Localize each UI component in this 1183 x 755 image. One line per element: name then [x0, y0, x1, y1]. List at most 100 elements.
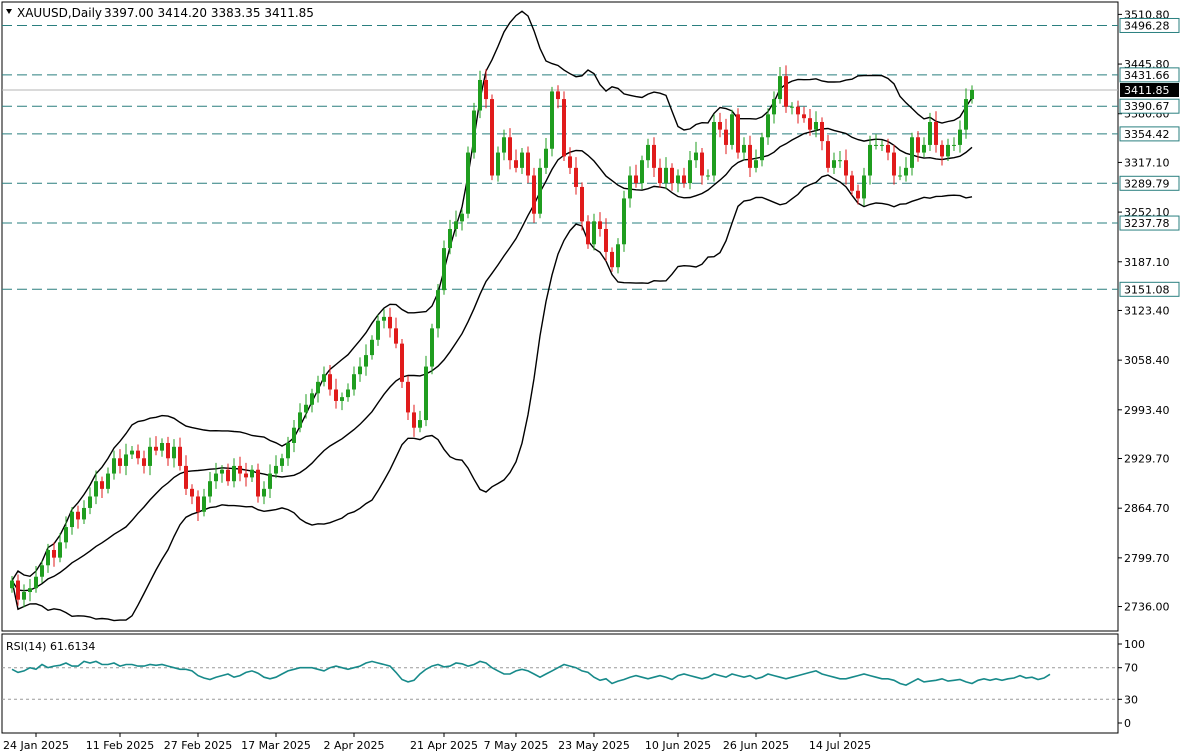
candle-body [970, 90, 974, 100]
candle-body [652, 144, 656, 168]
level-price-tag [1119, 281, 1180, 297]
candle-body [802, 114, 806, 119]
candle-body [64, 527, 68, 543]
candle-body [340, 397, 344, 401]
candle-body [670, 167, 674, 184]
candle-body [370, 339, 374, 356]
current-price-tag [1120, 83, 1179, 98]
candle-body [94, 481, 98, 497]
level-price-tag [1119, 126, 1180, 142]
candle-body [358, 366, 362, 375]
date-axis-label: 11 Feb 2025 [86, 739, 154, 752]
bollinger-lower-band [11, 174, 973, 622]
price-axis-label: 2736.00 [1124, 601, 1170, 614]
candle-body [778, 76, 782, 100]
level-price-tag [1119, 17, 1180, 33]
level-price-label: 3390.67 [1124, 100, 1170, 113]
date-axis-label: 23 May 2025 [558, 739, 630, 752]
candle-body [496, 152, 500, 176]
candle-body [694, 152, 698, 161]
candle-body [790, 106, 794, 108]
candle-body [676, 175, 680, 184]
candle-body [682, 175, 686, 184]
candle-body [598, 221, 602, 229]
candle-body [964, 99, 968, 130]
candle-body [820, 121, 824, 142]
main-chart-frame [1, 1, 1119, 632]
candle-body [892, 152, 896, 176]
candle-body [352, 374, 356, 390]
candle-body [568, 156, 572, 168]
candle-body [232, 465, 236, 482]
date-axis-label: 10 Jun 2025 [645, 739, 711, 752]
level-price-tag [1119, 67, 1180, 83]
candle-body [874, 144, 878, 146]
candle-body [634, 175, 638, 184]
candle-body [22, 592, 26, 600]
candle-body [454, 221, 458, 229]
candle-body [814, 121, 818, 130]
rsi-panel-frame [1, 633, 1119, 734]
price-axis-label: 2799.70 [1124, 552, 1170, 565]
candle-body [214, 473, 218, 482]
candle-body [880, 144, 884, 146]
candle-body [166, 442, 170, 459]
triangle-down-icon[interactable] [6, 9, 12, 14]
price-axis-label: 2993.40 [1124, 404, 1170, 417]
candle-body [40, 565, 44, 577]
candle-body [556, 91, 560, 100]
candle-body [532, 175, 536, 214]
candle-body [244, 473, 248, 478]
candle-body [148, 446, 152, 466]
candle-body [82, 507, 86, 520]
candle-body [658, 167, 662, 184]
candle-body [622, 198, 626, 245]
candle-body [226, 469, 230, 482]
level-price-label: 3151.08 [1124, 283, 1170, 296]
candle-body [796, 106, 800, 115]
candle-body [304, 404, 308, 413]
candle-body [718, 121, 722, 130]
candle-body [142, 458, 146, 466]
candle-body [520, 152, 524, 168]
candle-body [550, 91, 554, 149]
candle-body [958, 129, 962, 145]
candle-body [346, 389, 350, 398]
candle-body [562, 99, 566, 157]
candle-body [250, 469, 254, 478]
candle-body [364, 355, 368, 367]
candle-body [334, 389, 338, 401]
candle-body [706, 175, 710, 177]
candle-body [526, 152, 530, 176]
candle-body [850, 175, 854, 191]
candle-body [238, 465, 242, 474]
candle-body [508, 137, 512, 161]
candle-body [118, 458, 122, 466]
candle-body [952, 144, 956, 146]
candle-body [16, 580, 20, 600]
candle-body [502, 137, 506, 153]
level-price-label: 3289.79 [1124, 177, 1170, 190]
candle-body [466, 152, 470, 214]
candle-body [772, 99, 776, 115]
candle-body [730, 114, 734, 145]
candle-body [268, 473, 272, 489]
candle-body [760, 137, 764, 161]
candle-body [448, 228, 452, 249]
date-axis-label: 21 Apr 2025 [410, 739, 478, 752]
candle-body [610, 251, 614, 268]
date-axis-label: 27 Feb 2025 [164, 739, 232, 752]
candle-body [592, 221, 596, 245]
date-axis-label: 2 Apr 2025 [323, 739, 384, 752]
rsi-line [11, 660, 1051, 686]
candle-body [136, 450, 140, 459]
level-price-tag [1119, 215, 1180, 231]
candle-body [58, 542, 62, 558]
level-price-label: 3496.28 [1124, 19, 1170, 32]
candle-body [184, 465, 188, 489]
candle-body [274, 465, 278, 474]
candle-body [382, 316, 386, 321]
level-price-label: 3354.42 [1124, 128, 1170, 141]
candle-body [172, 446, 176, 459]
candle-body [856, 190, 860, 199]
